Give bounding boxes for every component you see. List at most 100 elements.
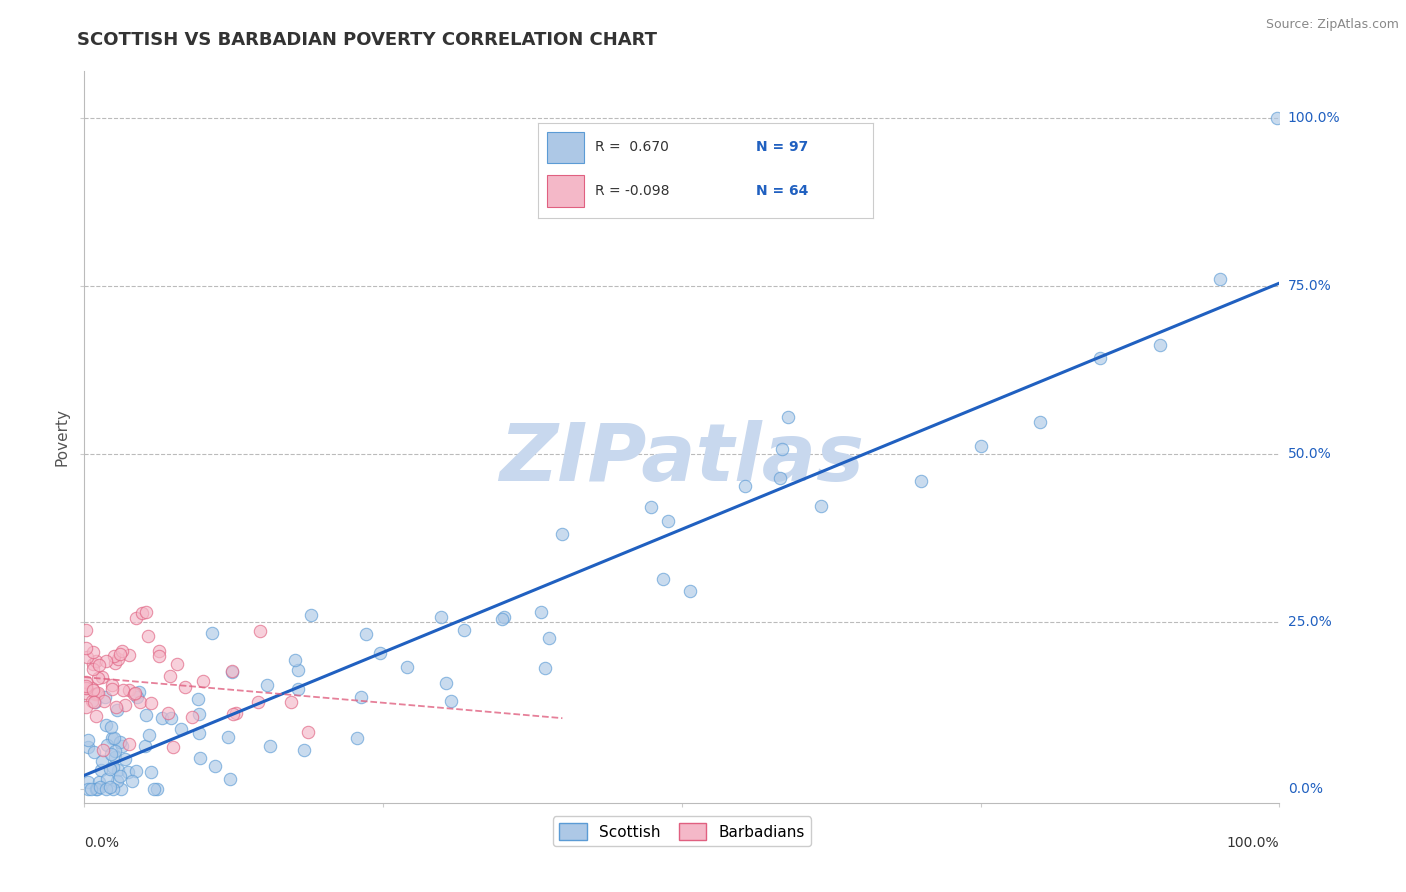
Point — [77, 732, 100, 747]
Point — [107, 652, 129, 666]
Point — [287, 663, 309, 677]
Text: 100.0%: 100.0% — [1288, 112, 1340, 126]
Point — [346, 731, 368, 745]
Point — [84, 709, 107, 723]
Point — [430, 609, 453, 624]
Point — [87, 672, 110, 686]
Point — [349, 690, 371, 705]
Point — [139, 765, 162, 780]
Point — [249, 624, 271, 639]
Point — [87, 657, 110, 672]
Point — [104, 744, 127, 758]
Point — [145, 782, 167, 797]
Point — [94, 655, 117, 669]
Point — [162, 740, 184, 755]
Point — [1209, 271, 1232, 285]
Text: SCOTTISH VS BARBADIAN POVERTY CORRELATION CHART: SCOTTISH VS BARBADIAN POVERTY CORRELATIO… — [77, 31, 658, 49]
Point — [187, 691, 209, 706]
Point — [159, 669, 181, 683]
Point — [1090, 351, 1112, 365]
Point — [75, 623, 97, 637]
Text: 0.0%: 0.0% — [1288, 782, 1323, 797]
Point — [160, 711, 183, 725]
Point — [118, 648, 141, 663]
Point — [75, 640, 97, 655]
Point — [82, 683, 104, 698]
Point — [111, 739, 134, 753]
Point — [96, 772, 118, 786]
Point — [111, 682, 134, 697]
Point — [148, 648, 170, 663]
Point — [98, 780, 121, 794]
Point — [491, 611, 513, 625]
Point — [174, 680, 197, 694]
Point — [679, 584, 702, 599]
Point — [100, 747, 122, 761]
Point — [117, 737, 139, 751]
Point — [83, 746, 105, 760]
Point — [139, 696, 162, 710]
Point — [103, 731, 125, 746]
Point — [136, 629, 159, 643]
Point — [131, 606, 153, 620]
Point — [86, 685, 108, 699]
Point — [169, 722, 191, 736]
Point — [143, 782, 166, 797]
Point — [86, 687, 108, 701]
Point — [75, 675, 97, 690]
Point — [121, 774, 143, 789]
Point — [86, 782, 108, 797]
Point — [75, 699, 97, 714]
Text: 25.0%: 25.0% — [1288, 615, 1331, 629]
Point — [284, 653, 307, 667]
Point — [256, 678, 278, 692]
Point — [778, 409, 800, 424]
Point — [110, 782, 132, 797]
Point — [124, 764, 146, 778]
Point — [299, 608, 322, 623]
Text: 50.0%: 50.0% — [1288, 447, 1331, 461]
Point — [82, 645, 104, 659]
Point — [82, 681, 104, 696]
Point — [652, 572, 675, 586]
Point — [117, 764, 139, 779]
Point — [107, 764, 129, 778]
Point — [292, 743, 315, 757]
Point — [135, 708, 157, 723]
Text: 100.0%: 100.0% — [1227, 836, 1279, 850]
Point — [96, 782, 118, 797]
Point — [129, 695, 152, 709]
Point — [100, 719, 122, 733]
Point — [440, 694, 463, 708]
Point — [287, 681, 309, 696]
Point — [201, 626, 224, 640]
Point — [769, 471, 792, 485]
Point — [96, 738, 118, 752]
Point — [354, 627, 377, 641]
Point — [101, 731, 124, 746]
Point — [138, 728, 160, 742]
Point — [1265, 112, 1288, 126]
Point — [135, 605, 157, 619]
Point — [166, 657, 188, 672]
Point — [105, 774, 128, 789]
Point — [91, 670, 114, 684]
Point — [94, 717, 117, 731]
Point — [221, 664, 243, 678]
Text: 0.0%: 0.0% — [84, 836, 120, 850]
Point — [124, 687, 146, 701]
Point — [370, 646, 392, 660]
Point — [75, 686, 97, 700]
Y-axis label: Poverty: Poverty — [55, 408, 70, 467]
Point — [82, 657, 104, 671]
Point — [191, 673, 214, 688]
Point — [104, 656, 127, 670]
Point — [103, 782, 125, 797]
Point — [494, 610, 516, 624]
Point — [453, 624, 475, 638]
Point — [75, 681, 97, 696]
Point — [93, 694, 115, 708]
Point — [89, 780, 111, 794]
Point — [101, 681, 124, 696]
Point — [108, 769, 131, 783]
